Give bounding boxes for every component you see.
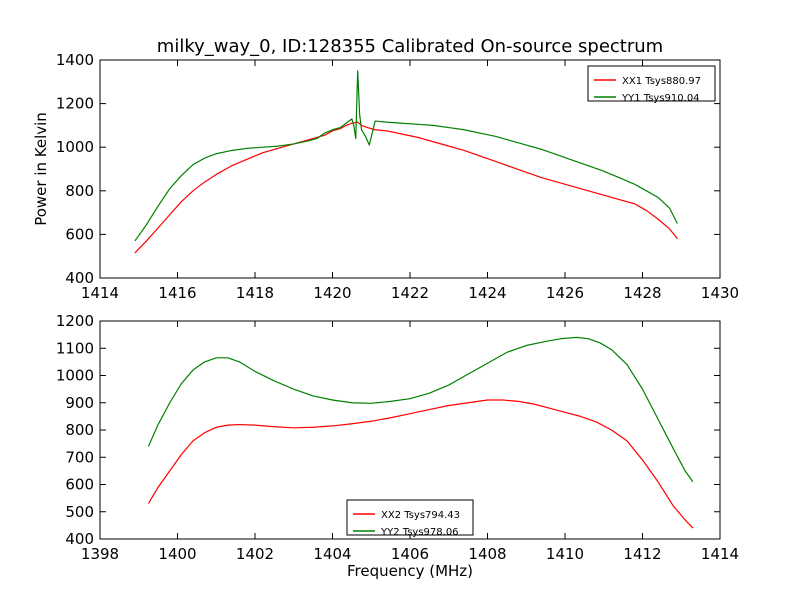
x-tick-label: 1420 — [313, 284, 351, 302]
legend-label: XX2 Tsys794.43 — [381, 510, 460, 521]
bottom-panel: 1398 1400 1402 1404 1406 1408 1410 1412 1414 400 5… — [56, 312, 739, 580]
y-tick-label: 1000 — [56, 138, 94, 156]
series-lines — [134, 70, 678, 254]
x-tick-label: 1406 — [391, 545, 429, 563]
x-tick-label: 1424 — [468, 284, 506, 302]
legend-label: YY2 Tsys978.06 — [380, 527, 459, 538]
x-tick-label: 1422 — [391, 284, 429, 302]
chart-title: milky_way_0, ID:128355 Calibrated On-sou… — [157, 36, 663, 57]
y-tick-label: 500 — [65, 503, 94, 521]
y-tick-label: 1100 — [56, 339, 94, 357]
legend-box — [346, 499, 474, 536]
top-panel: 1414 1416 1418 1420 1422 1424 1426 1428 1430 400 6… — [32, 51, 739, 302]
x-tick-label: 1426 — [546, 284, 584, 302]
series-line-1 — [147, 399, 694, 529]
series-line-2 — [134, 70, 678, 242]
x-tick-label: 1412 — [623, 545, 661, 563]
series-line-1 — [134, 121, 678, 254]
y-tick-label: 600 — [65, 225, 94, 243]
x-tick-label: 1414 — [701, 545, 739, 563]
x-tick-label: 1418 — [236, 284, 274, 302]
legend-label: XX1 Tsys880.97 — [622, 76, 701, 87]
y-tick-label: 1400 — [56, 51, 94, 69]
x-tick-label: 1404 — [313, 545, 351, 563]
y-tick-label: 1200 — [56, 95, 94, 113]
x-tick-label: 1400 — [158, 545, 196, 563]
y-tick-label: 600 — [65, 476, 94, 494]
x-tick-label: 1408 — [468, 545, 506, 563]
y-tick-label: 400 — [65, 530, 94, 548]
x-tick-label: 1402 — [236, 545, 274, 563]
legend-box — [587, 65, 716, 102]
y-axis-label: Power in Kelvin — [32, 112, 50, 226]
x-tick-label: 1428 — [623, 284, 661, 302]
x-axis-label: Frequency (MHz) — [347, 562, 473, 580]
x-tick-label: 1410 — [546, 545, 584, 563]
series-lines — [147, 336, 694, 529]
x-tick-label: 1430 — [701, 284, 739, 302]
y-tick-label: 1200 — [56, 312, 94, 330]
x-tick-label: 1416 — [158, 284, 196, 302]
y-tick-label: 1000 — [56, 367, 94, 385]
x-tick-label: 1414 — [81, 284, 119, 302]
legend: XX2 Tsys794.43 YY2 Tsys978.06 — [346, 499, 474, 538]
legend-label: YY1 Tsys910.04 — [621, 93, 700, 104]
x-tick-label: 1398 — [81, 545, 119, 563]
series-line-2 — [147, 336, 694, 483]
legend: XX1 Tsys880.97 YY1 Tsys910.04 — [587, 65, 716, 104]
y-tick-label: 900 — [65, 394, 94, 412]
y-tick-label: 400 — [65, 269, 94, 287]
y-tick-label: 800 — [65, 182, 94, 200]
y-tick-label: 800 — [65, 421, 94, 439]
y-tick-label: 700 — [65, 448, 94, 466]
